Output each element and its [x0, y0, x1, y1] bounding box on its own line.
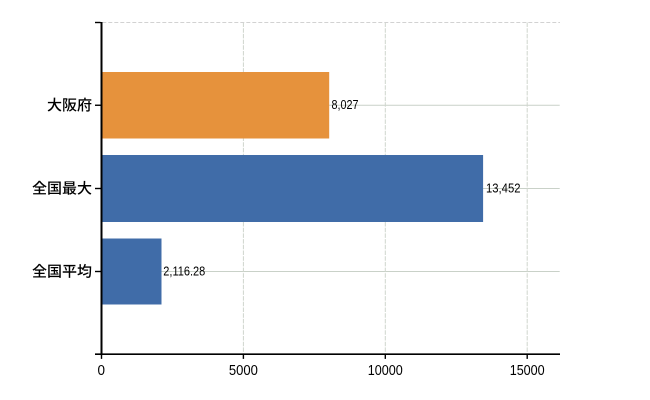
svg-text:8,027: 8,027 — [332, 98, 359, 112]
svg-text:15000: 15000 — [510, 363, 545, 379]
svg-text:13,452: 13,452 — [486, 181, 521, 195]
svg-text:0: 0 — [97, 363, 105, 379]
svg-text:5000: 5000 — [229, 363, 258, 379]
svg-text:2,116.28: 2,116.28 — [163, 265, 205, 279]
svg-text:10000: 10000 — [368, 363, 403, 379]
